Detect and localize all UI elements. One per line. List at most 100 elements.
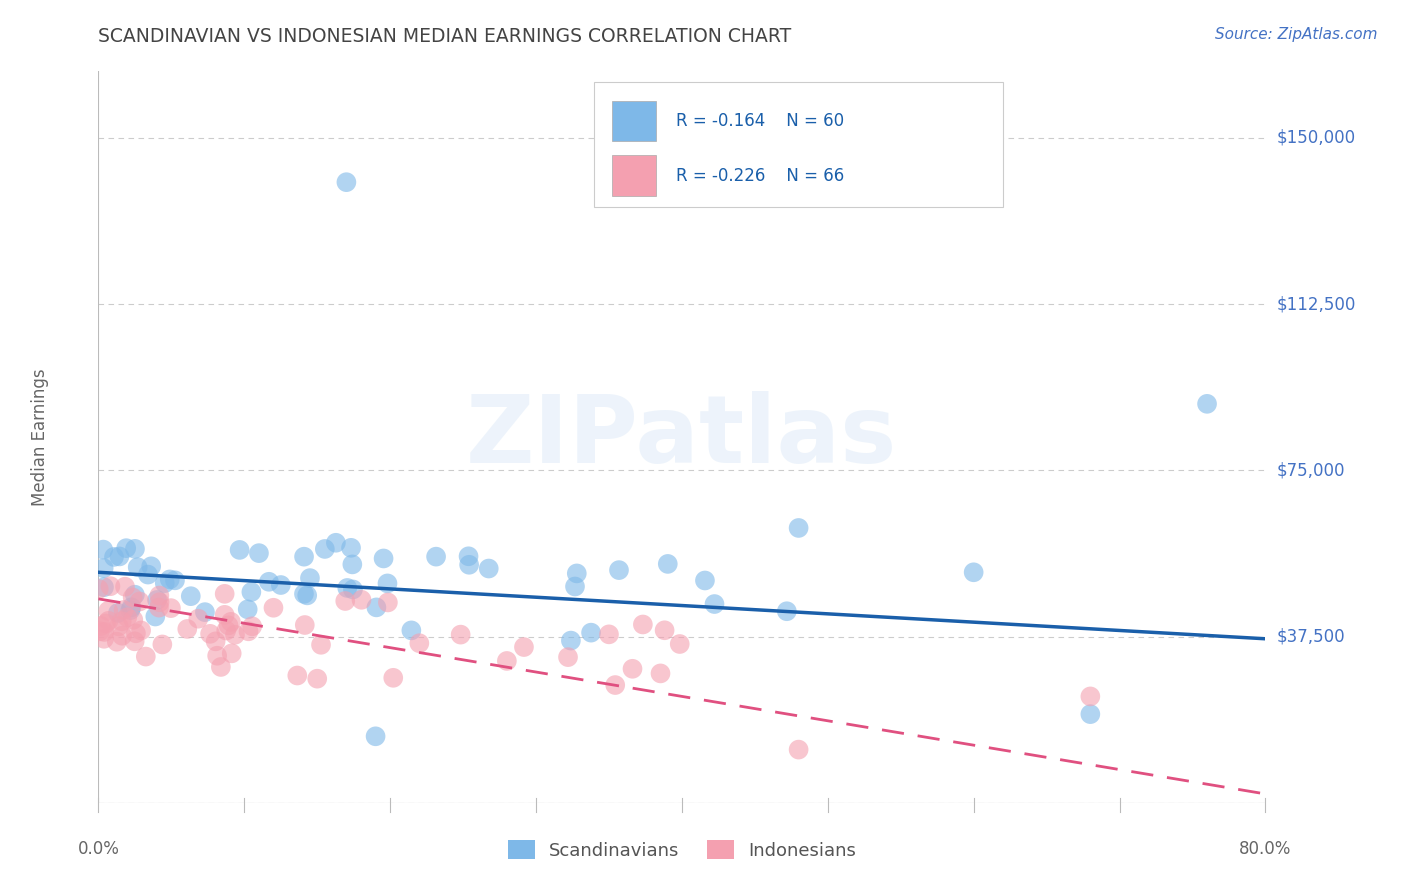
- Legend: Scandinavians, Indonesians: Scandinavians, Indonesians: [501, 833, 863, 867]
- Point: [114, 580, 136, 594]
- Point: [579, 625, 602, 640]
- Text: R = -0.164    N = 60: R = -0.164 N = 60: [676, 112, 844, 129]
- Point: [557, 650, 579, 665]
- Point: [136, 567, 159, 582]
- Point: [146, 593, 169, 607]
- Point: [209, 660, 232, 674]
- Point: [335, 175, 357, 189]
- Text: $75,000: $75,000: [1277, 461, 1346, 479]
- Point: [382, 671, 405, 685]
- Point: [160, 601, 183, 615]
- Point: [294, 618, 316, 632]
- Point: [292, 587, 315, 601]
- Point: [218, 618, 240, 632]
- Point: [108, 549, 131, 564]
- Point: [89, 624, 111, 639]
- FancyBboxPatch shape: [612, 155, 657, 195]
- Point: [121, 591, 143, 605]
- Point: [650, 666, 672, 681]
- Point: [221, 646, 243, 660]
- Point: [703, 597, 725, 611]
- Text: Source: ZipAtlas.com: Source: ZipAtlas.com: [1215, 27, 1378, 42]
- Point: [776, 604, 799, 618]
- Point: [425, 549, 447, 564]
- Point: [90, 619, 112, 633]
- Point: [496, 654, 519, 668]
- Point: [93, 561, 115, 575]
- Point: [314, 541, 336, 556]
- Point: [364, 729, 387, 743]
- Point: [194, 605, 217, 619]
- Point: [478, 561, 501, 575]
- Point: [129, 624, 152, 638]
- Point: [204, 634, 226, 648]
- Point: [565, 566, 588, 581]
- Point: [292, 549, 315, 564]
- Point: [124, 634, 146, 648]
- Text: $37,500: $37,500: [1277, 628, 1346, 646]
- Point: [105, 634, 128, 648]
- Point: [342, 582, 364, 597]
- Point: [124, 588, 146, 602]
- Point: [159, 573, 181, 587]
- Point: [97, 614, 120, 628]
- Point: [187, 612, 209, 626]
- Point: [262, 600, 284, 615]
- Point: [342, 558, 364, 572]
- Point: [257, 574, 280, 589]
- Point: [607, 563, 630, 577]
- Point: [377, 576, 399, 591]
- Point: [295, 588, 318, 602]
- Point: [224, 628, 246, 642]
- Point: [153, 576, 176, 591]
- Point: [120, 603, 142, 617]
- Point: [621, 662, 644, 676]
- Point: [564, 579, 586, 593]
- Point: [513, 640, 536, 654]
- Point: [93, 580, 115, 594]
- Point: [298, 571, 321, 585]
- Text: ZIPatlas: ZIPatlas: [467, 391, 897, 483]
- Point: [240, 585, 263, 599]
- Point: [97, 604, 120, 618]
- Point: [240, 619, 263, 633]
- Point: [198, 627, 221, 641]
- Point: [1195, 397, 1218, 411]
- Point: [605, 678, 627, 692]
- Point: [657, 557, 679, 571]
- Point: [115, 541, 138, 556]
- Point: [214, 607, 236, 622]
- Point: [247, 546, 270, 560]
- Point: [122, 613, 145, 627]
- Point: [408, 636, 430, 650]
- Point: [335, 594, 357, 608]
- Point: [117, 610, 139, 624]
- Point: [148, 589, 170, 603]
- Text: 80.0%: 80.0%: [1239, 840, 1292, 858]
- Point: [124, 541, 146, 556]
- Point: [107, 606, 129, 620]
- Point: [111, 614, 134, 628]
- Point: [787, 521, 810, 535]
- Point: [93, 632, 115, 646]
- Point: [180, 589, 202, 603]
- Point: [107, 619, 129, 633]
- Point: [340, 541, 363, 555]
- Point: [401, 624, 423, 638]
- Point: [148, 600, 170, 615]
- Point: [238, 624, 260, 639]
- Text: $112,500: $112,500: [1277, 295, 1357, 313]
- Point: [598, 627, 620, 641]
- Point: [228, 542, 250, 557]
- Point: [135, 649, 157, 664]
- Point: [87, 582, 110, 596]
- Point: [91, 542, 114, 557]
- Point: [654, 624, 676, 638]
- Point: [93, 624, 115, 639]
- Point: [1080, 707, 1102, 722]
- Point: [366, 600, 388, 615]
- Text: 0.0%: 0.0%: [77, 840, 120, 858]
- Point: [112, 603, 135, 617]
- Point: [214, 587, 236, 601]
- Point: [631, 617, 654, 632]
